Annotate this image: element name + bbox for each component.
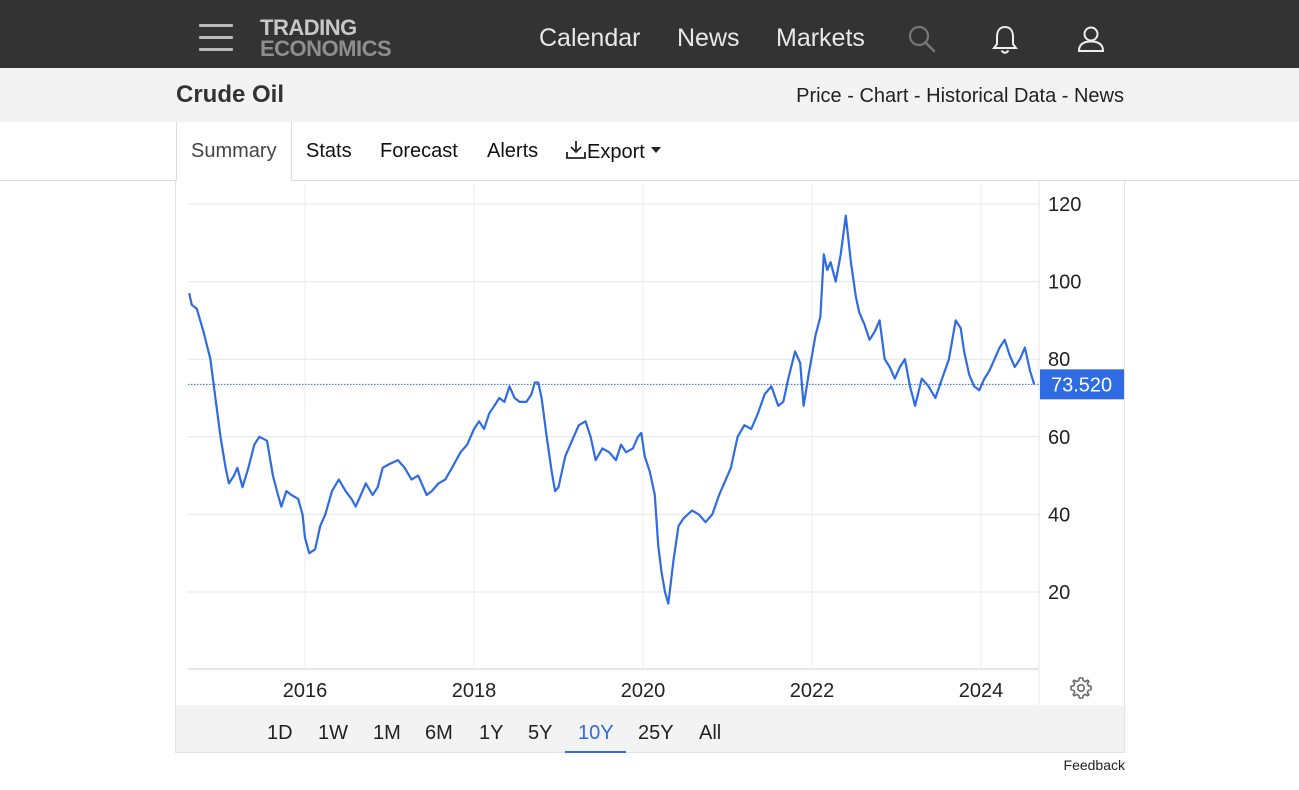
top-navigation-bar: TRADING ECONOMICS Calendar News Markets	[0, 0, 1299, 68]
x-tick-label: 2018	[452, 680, 497, 702]
tab-summary-label: Summary	[191, 140, 277, 162]
menu-icon[interactable]	[199, 24, 233, 51]
link-price[interactable]: Price	[796, 85, 842, 107]
y-tick-label: 80	[1048, 349, 1070, 371]
page-title: Crude Oil	[176, 81, 285, 108]
download-icon	[566, 141, 586, 159]
range-25y[interactable]: 25Y	[638, 722, 674, 744]
y-tick-label: 120	[1048, 194, 1081, 216]
bell-icon[interactable]	[990, 24, 1020, 56]
link-separator: -	[1056, 85, 1074, 107]
nav-news[interactable]: News	[677, 24, 740, 52]
user-icon[interactable]	[1076, 24, 1106, 54]
chart-series	[188, 214, 1036, 605]
x-tick-label: 2024	[959, 680, 1004, 702]
y-tick-label: 60	[1048, 427, 1070, 449]
export-dropdown[interactable]: Export	[565, 140, 662, 164]
caret-down-icon	[651, 147, 662, 153]
tabs-divider	[0, 180, 1299, 181]
range-1y[interactable]: 1Y	[479, 722, 504, 744]
export-label: Export	[587, 141, 645, 163]
range-6m[interactable]: 6M	[425, 722, 453, 744]
y-tick-label: 40	[1048, 504, 1070, 526]
section-links: Price - Chart - Historical Data - News	[796, 85, 1124, 108]
title-bar	[0, 68, 1299, 122]
link-historical-data[interactable]: Historical Data	[926, 85, 1057, 107]
current-price-label: 73.520	[1051, 374, 1112, 396]
x-axis-ticks: 2016 2018 2020 2022 2024	[283, 680, 1004, 702]
range-1w[interactable]: 1W	[318, 722, 348, 744]
link-news[interactable]: News	[1073, 85, 1124, 107]
link-separator: -	[841, 85, 860, 107]
range-1d[interactable]: 1D	[267, 722, 293, 744]
range-selector	[176, 705, 1124, 752]
trading-economics-logo[interactable]: TRADING ECONOMICS	[260, 15, 392, 61]
y-tick-label: 100	[1048, 272, 1081, 294]
logo-line-1: TRADING	[260, 15, 357, 40]
chart-grid	[188, 181, 1040, 705]
range-5y[interactable]: 5Y	[528, 722, 553, 744]
range-1m[interactable]: 1M	[373, 722, 401, 744]
tab-forecast[interactable]: Forecast	[380, 140, 458, 162]
settings-gear-icon[interactable]	[1069, 676, 1093, 700]
chart-container	[175, 181, 1125, 753]
tab-stats[interactable]: Stats	[306, 140, 352, 162]
logo-line-2: ECONOMICS	[260, 36, 392, 61]
nav-markets[interactable]: Markets	[776, 24, 865, 52]
current-price-marker: 73.520	[188, 369, 1124, 400]
search-icon[interactable]	[906, 24, 938, 54]
nav-calendar[interactable]: Calendar	[539, 24, 641, 52]
y-axis-ticks: 20 40 60 80 100 120	[1048, 194, 1081, 604]
current-price-badge	[1040, 369, 1124, 400]
y-tick-label: 20	[1048, 582, 1070, 604]
selected-range-indicator	[565, 751, 626, 753]
tab-summary[interactable]: Summary	[176, 122, 292, 181]
range-all[interactable]: All	[699, 722, 722, 744]
range-10y[interactable]: 10Y	[578, 722, 614, 744]
link-separator: -	[908, 85, 927, 107]
crude-oil-price-line	[188, 214, 1036, 605]
tab-alerts[interactable]: Alerts	[487, 140, 539, 162]
feedback-link[interactable]: Feedback	[1063, 757, 1125, 773]
x-tick-label: 2020	[621, 680, 666, 702]
x-tick-label: 2022	[790, 680, 835, 702]
link-chart[interactable]: Chart	[859, 85, 909, 107]
x-tick-label: 2016	[283, 680, 328, 702]
